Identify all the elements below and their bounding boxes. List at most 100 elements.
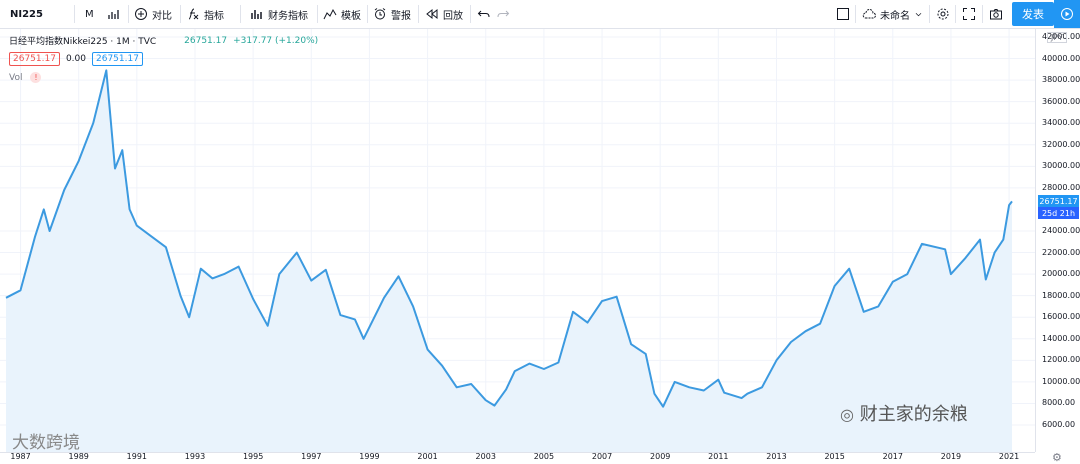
alert-label: 警报: [391, 10, 411, 22]
legend-value-red: 26751.17: [9, 52, 60, 66]
templates-label: 模板: [341, 10, 361, 22]
x-tick-label: 2007: [591, 452, 613, 461]
bar-chart-style-icon: [108, 10, 119, 19]
divider: [929, 5, 930, 23]
watermark-right: ◎ 财主家的余粮: [840, 400, 968, 426]
indicators-button[interactable]: 指标: [186, 0, 224, 28]
top-toolbar: NI225 M 对比 指标 财务指标 模板 警报 回放: [0, 0, 1080, 29]
expand-icon: [963, 8, 975, 20]
snapshot-button[interactable]: [989, 0, 1003, 28]
x-tick-label: 1993: [184, 452, 206, 461]
watermark-left: 大数跨境: [12, 428, 80, 453]
indicators-label: 指标: [204, 10, 224, 22]
time-axis[interactable]: 1987 1989 1991 1993 1995 1997 1999 2001 2003 2005…: [0, 452, 1035, 464]
y-tick-label: 8000.00: [1042, 398, 1076, 408]
divider: [240, 5, 241, 23]
interval-button[interactable]: M: [85, 0, 94, 28]
legend-change: +317.77 (+1.20%): [233, 35, 319, 46]
replay-label: 回放: [443, 10, 463, 22]
financials-button[interactable]: 财务指标: [250, 0, 308, 28]
x-tick-label: 2015: [824, 452, 845, 461]
x-tick-label: 2017: [882, 452, 903, 461]
settings-button[interactable]: [936, 0, 950, 28]
fullscreen-button[interactable]: [962, 0, 976, 28]
x-tick-label: 2011: [708, 452, 729, 461]
divider: [317, 5, 318, 23]
x-tick-label: 2003: [475, 452, 496, 461]
axis-settings-icon[interactable]: ⚙: [1052, 451, 1062, 464]
layout-menu[interactable]: 未命名: [862, 0, 923, 28]
alert-button[interactable]: 警报: [373, 0, 411, 28]
warning-icon[interactable]: !: [30, 72, 42, 83]
fullscreen-select-button[interactable]: [836, 0, 850, 28]
y-tick-label: 10000.00: [1042, 376, 1080, 386]
y-tick-label: 12000.00: [1042, 355, 1080, 365]
last-price-badge: 26751.17: [1038, 195, 1079, 208]
y-tick-label: 16000.00: [1042, 312, 1080, 322]
x-tick-label: 1989: [68, 452, 89, 461]
price-line: [5, 69, 1013, 408]
chart-plot-area[interactable]: [0, 29, 1035, 452]
countdown-badge: 25d 21h: [1038, 207, 1079, 220]
y-tick-label: 36000.00: [1042, 96, 1080, 106]
y-tick-label: 22000.00: [1042, 247, 1080, 257]
vol-label[interactable]: Vol: [9, 72, 23, 83]
divider: [74, 5, 75, 23]
alarm-clock-icon: [374, 8, 386, 20]
y-tick-label: 14000.00: [1042, 333, 1080, 343]
chart-style-button[interactable]: [107, 0, 121, 28]
x-tick-label: 1997: [301, 452, 322, 461]
x-tick-label: 1999: [359, 452, 380, 461]
undo-icon: [477, 10, 490, 18]
divider: [470, 5, 471, 23]
y-tick-label: 20000.00: [1042, 269, 1080, 279]
camera-icon: [990, 9, 1002, 20]
divider: [955, 5, 956, 23]
layout-name: 未命名: [880, 10, 910, 22]
x-tick-label: 2013: [766, 452, 787, 461]
financials-label: 财务指标: [268, 10, 308, 22]
x-tick-label: 2021: [998, 452, 1020, 461]
y-tick-label: 24000.00: [1042, 226, 1080, 235]
legend-title[interactable]: 日经平均指数Nikkei225 · 1M · TVC: [9, 37, 157, 47]
symbol-label: NI225: [10, 8, 43, 20]
legend-price: 26751.17: [184, 35, 228, 46]
volume-legend: Vol !: [9, 72, 42, 83]
interval-label: M: [85, 8, 94, 20]
divider: [367, 5, 368, 23]
divider: [128, 5, 129, 23]
rewind-icon: [426, 8, 438, 20]
publish-label: 发表: [1022, 8, 1044, 21]
y-tick-label: 28000.00: [1042, 182, 1080, 192]
publish-button[interactable]: 发表: [1012, 2, 1054, 26]
wechat-icon: ◎: [840, 405, 854, 424]
compare-button[interactable]: 对比: [134, 0, 172, 28]
undo-button[interactable]: [477, 0, 491, 28]
cloud-icon: [862, 9, 876, 19]
y-tick-label: 38000.00: [1042, 75, 1080, 85]
legend-value-zero: 0.00: [65, 54, 86, 64]
x-tick-label: 1991: [126, 452, 148, 461]
x-tick-label: 2005: [533, 452, 555, 461]
templates-button[interactable]: 模板: [323, 0, 361, 28]
plus-circle-icon: [135, 8, 147, 20]
redo-button[interactable]: [496, 0, 510, 28]
divider: [855, 5, 856, 23]
templates-icon: [323, 8, 337, 20]
x-tick-label: 2009: [650, 452, 671, 461]
indicator-legend: 26751.17 0.00 26751.17: [9, 52, 143, 66]
y-tick-label: 42000.00: [1042, 32, 1080, 41]
replay-button[interactable]: 回放: [425, 0, 463, 28]
currency-label[interactable]: JPY: [1047, 32, 1067, 43]
chart-legend: 日经平均指数Nikkei225 · 1M · TVC 26751.17 +317…: [9, 34, 319, 48]
divider: [418, 5, 419, 23]
y-tick-label: 32000.00: [1042, 139, 1080, 149]
symbol-search[interactable]: NI225: [10, 0, 43, 28]
price-axis[interactable]: 42000.00 40000.00 38000.00 36000.00 34000.00…: [1035, 29, 1080, 452]
play-button[interactable]: [1054, 0, 1080, 28]
redo-icon: [497, 10, 510, 18]
x-tick-label: 2019: [940, 452, 962, 461]
legend-value-blue: 26751.17: [92, 52, 143, 66]
x-tick-label: 1987: [10, 452, 31, 461]
x-tick-label: 1995: [242, 452, 264, 461]
